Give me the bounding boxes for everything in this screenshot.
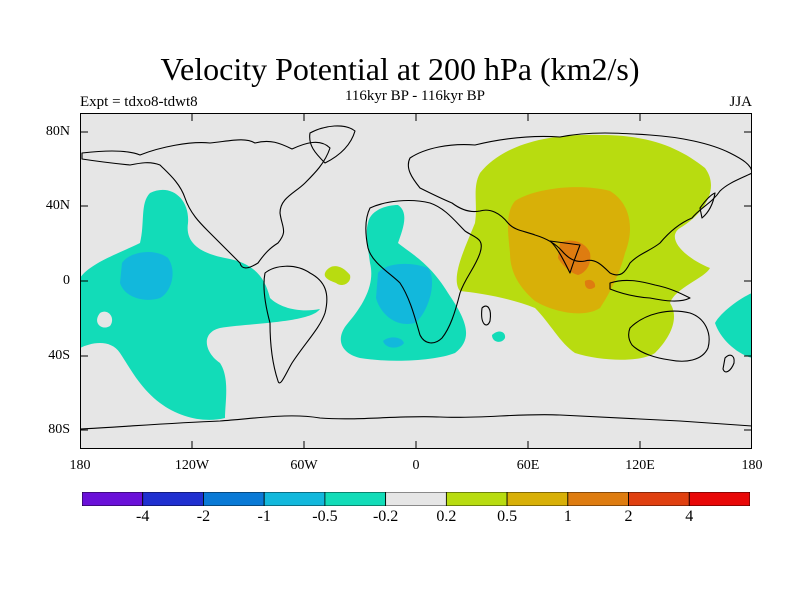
coastline-africa <box>365 199 482 344</box>
lon-label-60w: 60W <box>290 458 318 473</box>
map-canvas <box>80 113 752 449</box>
coastline-australia <box>628 310 710 362</box>
season-label: JJA <box>729 94 752 110</box>
lat-label-40s: 40S <box>48 348 70 363</box>
lon-label-60e: 60E <box>516 458 540 473</box>
colorbar-swatch <box>263 492 326 506</box>
colorbar-label: 1 <box>563 508 572 525</box>
colorbar-label: 0.2 <box>436 508 457 525</box>
map-subtitle: 116kyr BP - 116kyr BP <box>344 88 485 104</box>
contour-neg-pacific <box>80 189 320 420</box>
colorbar-swatch <box>203 492 265 506</box>
colorbar <box>82 492 750 506</box>
contour-neg-core-atlantic <box>376 263 433 324</box>
lon-label-180-right: 180 <box>741 458 763 473</box>
lon-label-0: 0 <box>412 458 420 473</box>
colorbar-label: -0.5 <box>312 508 338 525</box>
lat-label-80n: 80N <box>45 124 70 139</box>
coastline-new-zealand <box>722 354 735 373</box>
colorbar-label: -2 <box>196 508 211 525</box>
contour-neg-indian-island <box>492 331 506 342</box>
map-title: Velocity Potential at 200 hPa (km2/s) <box>160 51 640 87</box>
colorbar-swatch <box>506 492 569 506</box>
map-panel <box>80 113 752 449</box>
colorbar-label: -1 <box>257 508 271 525</box>
coastline-eurasia <box>407 132 752 276</box>
coastline-antarctica <box>80 414 752 430</box>
contour-pos-core-india-small <box>584 279 596 289</box>
contour-neg-core-atlantic-small <box>383 337 404 348</box>
contour-neg-east-pacific-edge <box>715 293 752 358</box>
colorbar-swatches <box>82 492 750 506</box>
colorbar-swatch <box>324 492 387 506</box>
lat-label-40n: 40N <box>45 198 70 213</box>
colorbar-swatch <box>445 492 508 506</box>
experiment-label: Expt = tdxo8-tdwt8 <box>80 94 198 110</box>
lon-label-180-left: 180 <box>69 458 91 473</box>
contour-neg-dot-atlantic <box>97 311 113 328</box>
colorbar-swatch <box>628 492 690 506</box>
contour-neg-core-pacific <box>120 251 173 300</box>
colorbar-label: 4 <box>685 508 694 525</box>
colorbar-label: -4 <box>136 508 150 525</box>
colorbar-label: 0.5 <box>497 508 518 525</box>
coastline-japan <box>699 192 716 219</box>
coastline-madagascar <box>481 305 491 326</box>
lat-label-80s: 80S <box>48 422 70 437</box>
colorbar-label: 2 <box>624 508 633 525</box>
lon-label-120w: 120W <box>174 458 210 473</box>
coastline-indonesia <box>609 279 691 302</box>
colorbar-swatch <box>82 492 144 506</box>
coastline-south-america <box>263 265 328 384</box>
contour-pos-africa-small <box>324 266 351 286</box>
colorbar-swatch <box>385 492 447 506</box>
colorbar-swatch <box>688 492 750 506</box>
lon-label-120e: 120E <box>625 458 655 473</box>
coastline-north-america <box>81 139 331 269</box>
colorbar-swatch <box>567 492 629 506</box>
colorbar-label: -0.2 <box>372 508 399 525</box>
lon-ticks <box>191 113 641 449</box>
lat-label-0: 0 <box>63 273 70 288</box>
coastlines <box>80 125 752 430</box>
lat-ticks <box>80 131 752 431</box>
coastline-greenland <box>309 125 356 164</box>
coastline-india <box>549 240 581 274</box>
colorbar-swatch <box>142 492 204 506</box>
